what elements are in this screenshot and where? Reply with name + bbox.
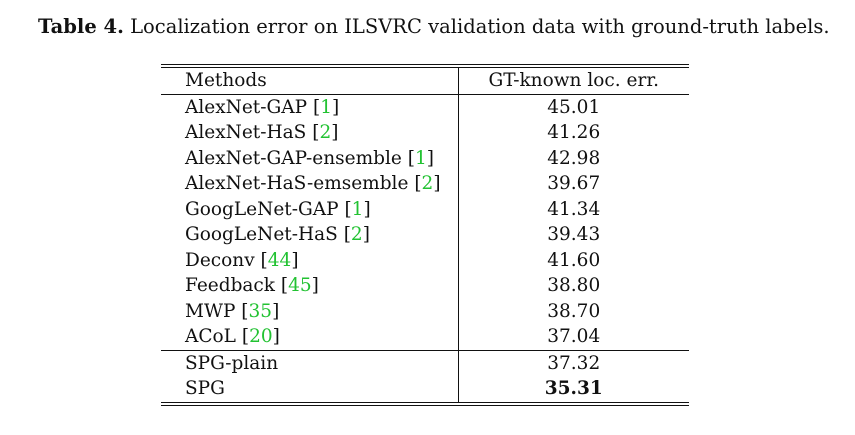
error-cell: 39.43 [547, 224, 601, 245]
citation[interactable]: [2] [312, 122, 339, 143]
error-cell: 38.70 [547, 300, 601, 322]
method-name: GoogLeNet-HaS [185, 224, 338, 245]
table-row: MWP [35] 38.70 [161, 298, 689, 324]
citation-number[interactable]: 35 [248, 300, 273, 322]
method-cell: MWP [35] [161, 298, 459, 324]
error-cell: 41.34 [547, 198, 601, 220]
method-cell: SPG-plain [161, 350, 459, 376]
method-name: ACoL [185, 326, 236, 347]
error-cell: 41.60 [547, 249, 601, 271]
bottom-rule [161, 401, 689, 406]
citation-number[interactable]: 20 [249, 326, 273, 347]
table-header-row: Methods GT-known loc. err. [161, 68, 689, 95]
citation-number[interactable]: 2 [421, 173, 434, 194]
method-name: AlexNet-HaS [185, 122, 307, 143]
error-cell: 39.67 [547, 173, 601, 194]
method-cell: SPG [161, 376, 459, 402]
citation[interactable]: [1] [312, 96, 340, 118]
method-cell: Feedback [45] [161, 273, 459, 299]
citation-number[interactable]: 44 [267, 249, 292, 271]
citation[interactable]: [44] [260, 249, 299, 271]
citation[interactable]: [1] [344, 198, 371, 220]
table-row: GoogLeNet-HaS [2] 39.43 [161, 222, 689, 248]
error-cell: 45.01 [547, 96, 601, 118]
table-row: Deconv [44] 41.60 [161, 247, 689, 273]
citation[interactable]: [35] [241, 300, 280, 322]
table-row: AlexNet-HaS [2] 41.26 [161, 120, 689, 146]
method-name: Feedback [185, 275, 276, 296]
method-name: SPG-plain [185, 352, 279, 374]
results-table-container: Methods GT-known loc. err. AlexNet-GAP [… [161, 64, 689, 406]
table-row: AlexNet-GAP [1] 45.01 [161, 94, 689, 120]
error-cell: 41.26 [547, 122, 601, 143]
citation-number[interactable]: 1 [351, 198, 364, 220]
header-error: GT-known loc. err. [458, 68, 689, 95]
method-cell: AlexNet-GAP-ensemble [1] [161, 145, 459, 171]
header-methods: Methods [161, 68, 459, 95]
citation[interactable]: [1] [407, 147, 434, 169]
table-row: GoogLeNet-GAP [1] 41.34 [161, 196, 689, 222]
error-cell: 42.98 [547, 147, 601, 169]
error-cell: 38.80 [547, 275, 601, 296]
citation-number[interactable]: 1 [414, 147, 427, 169]
table-row: SPG 35.31 [161, 376, 689, 402]
method-name: GoogLeNet-GAP [185, 198, 339, 220]
method-cell: GoogLeNet-HaS [2] [161, 222, 459, 248]
method-cell: AlexNet-HaS-emsemble [2] [161, 171, 459, 197]
citation-number[interactable]: 2 [319, 122, 332, 143]
citation[interactable]: [20] [241, 326, 280, 347]
top-rule [161, 64, 689, 68]
citation-number[interactable]: 1 [320, 96, 332, 118]
table-row: AlexNet-HaS-emsemble [2] 39.67 [161, 171, 689, 197]
method-cell: GoogLeNet-GAP [1] [161, 196, 459, 222]
method-cell: AlexNet-GAP [1] [161, 94, 459, 120]
error-cell-best: 35.31 [544, 378, 603, 399]
caption-label: Table 4. [38, 15, 124, 38]
table-caption: Table 4. Localization error on ILSVRC va… [38, 14, 838, 40]
method-name: SPG [185, 378, 225, 399]
error-cell: 37.32 [547, 352, 601, 374]
method-name: Deconv [185, 249, 255, 271]
method-name: AlexNet-HaS-emsemble [185, 173, 409, 194]
table-row: AlexNet-GAP-ensemble [1] 42.98 [161, 145, 689, 171]
citation-number[interactable]: 2 [350, 224, 363, 245]
method-name: MWP [185, 300, 236, 322]
table-row: Feedback [45] 38.80 [161, 273, 689, 299]
table-row: SPG-plain 37.32 [161, 350, 689, 376]
citation-number[interactable]: 45 [288, 275, 312, 296]
citation[interactable]: [2] [414, 173, 441, 194]
results-table: Methods GT-known loc. err. AlexNet-GAP [… [161, 68, 689, 402]
method-name: AlexNet-GAP-ensemble [185, 147, 402, 169]
citation[interactable]: [2] [343, 224, 370, 245]
error-cell: 37.04 [458, 324, 689, 351]
citation[interactable]: [45] [280, 275, 319, 296]
method-cell: Deconv [44] [161, 247, 459, 273]
table-row: ACoL [20] 37.04 [161, 324, 689, 351]
method-cell: ACoL [20] [161, 324, 459, 351]
method-cell: AlexNet-HaS [2] [161, 120, 459, 146]
method-name: AlexNet-GAP [185, 96, 308, 118]
caption-text: Localization error on ILSVRC validation … [130, 15, 830, 38]
